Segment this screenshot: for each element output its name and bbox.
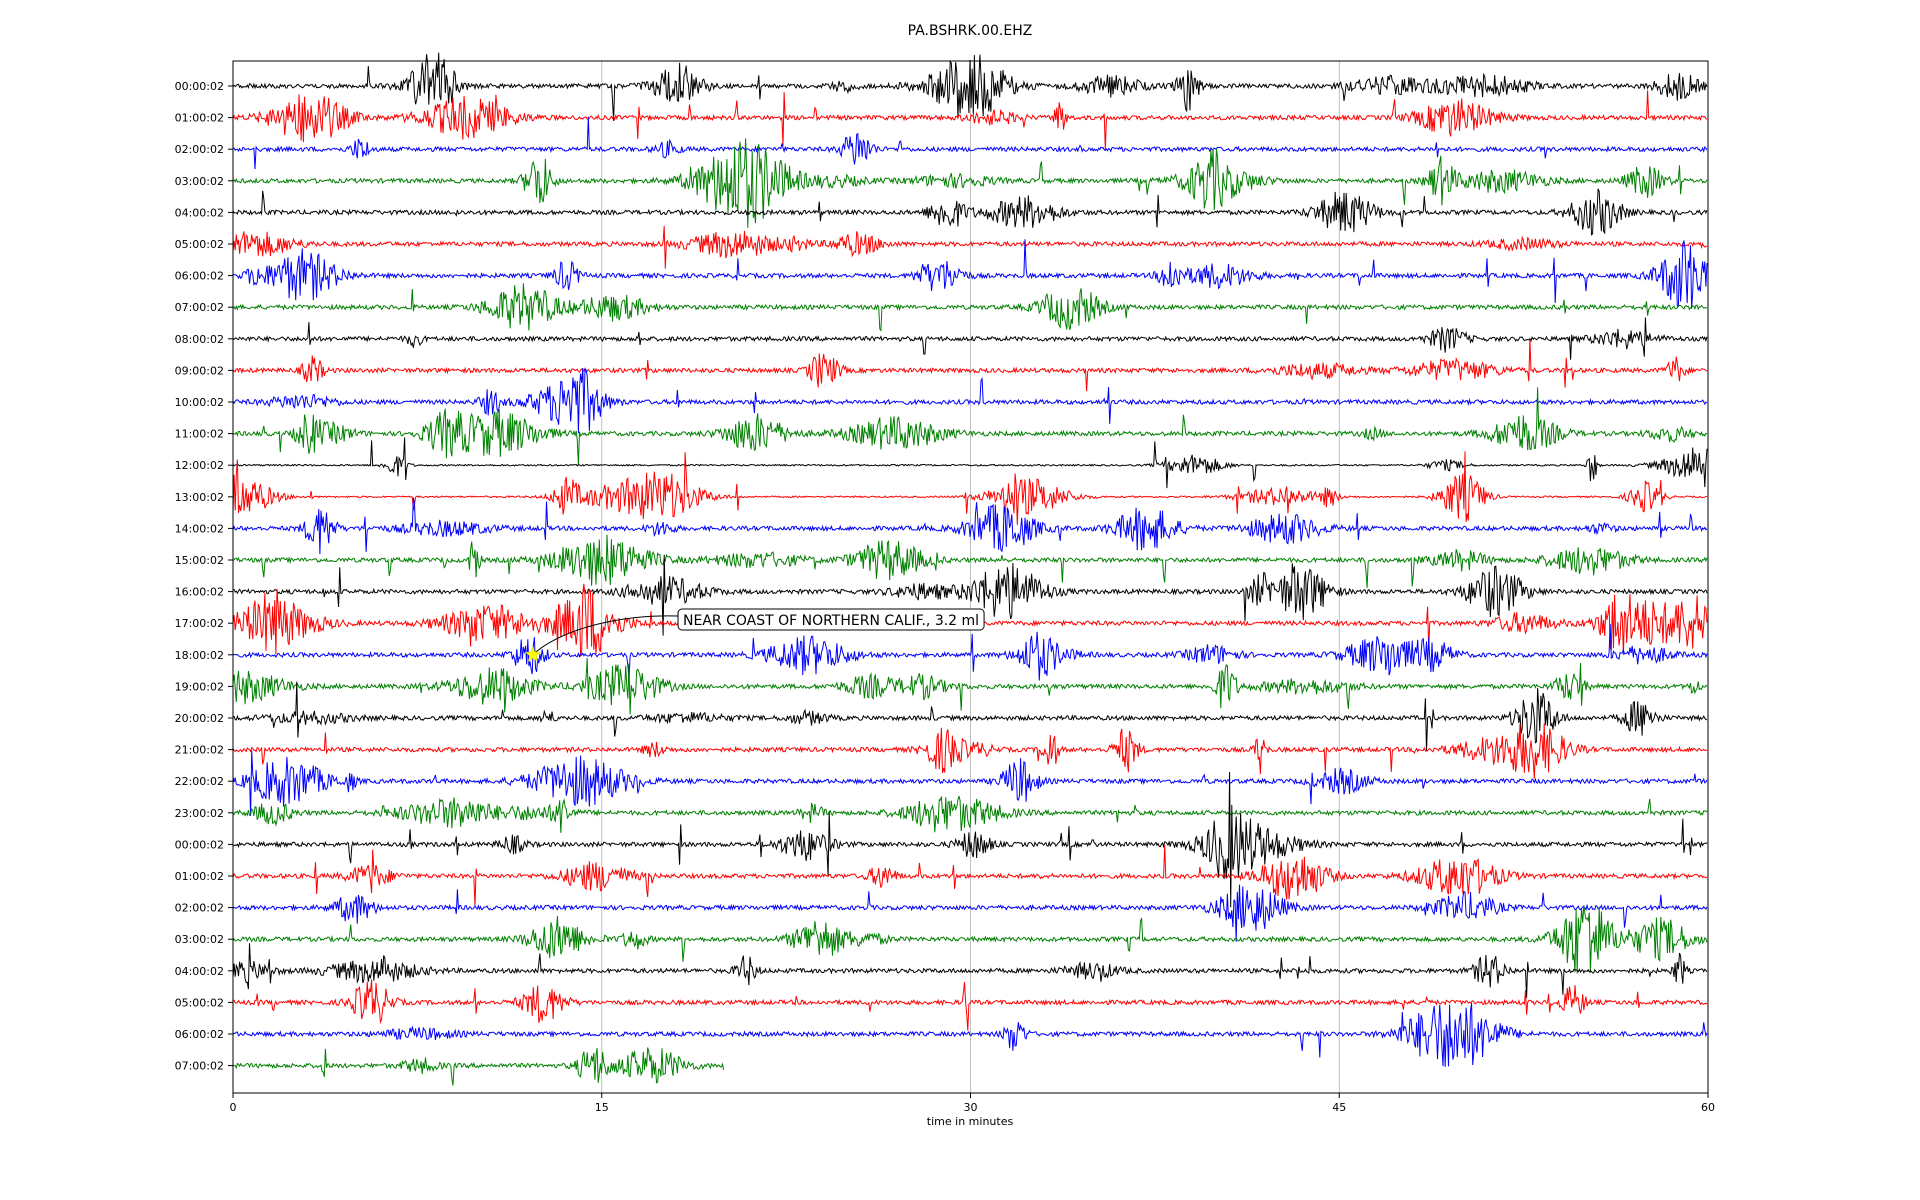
- seismic-trace: [232, 534, 1708, 588]
- seismic-trace: [232, 771, 1708, 908]
- seismic-trace: [232, 795, 1708, 833]
- seismic-trace: [232, 681, 1708, 752]
- x-axis-label: time in minutes: [927, 1115, 1014, 1128]
- row-time-label: 01:00:02: [175, 870, 224, 883]
- row-time-label: 23:00:02: [175, 807, 224, 820]
- event-star-marker: [524, 646, 542, 662]
- seismic-trace: [232, 750, 1708, 816]
- row-time-label: 20:00:02: [175, 712, 224, 725]
- row-labels: 00:00:02 01:00:02 02:00:02 03:00:02 04:00:02…: [175, 80, 233, 1073]
- x-tick-label: 45: [1332, 1101, 1346, 1114]
- seismic-trace: [232, 658, 1708, 715]
- row-time-label: 00:00:02: [175, 80, 224, 93]
- seismic-trace: [232, 225, 1708, 269]
- x-tick-label: 0: [230, 1101, 237, 1114]
- seismic-trace: [232, 884, 1708, 942]
- seismic-trace: [232, 339, 1708, 392]
- seismic-trace: [232, 943, 1708, 998]
- seismic-trace: [232, 451, 1708, 525]
- seismic-trace: [232, 317, 1708, 360]
- event-connector-line: [532, 615, 679, 656]
- row-time-label: 09:00:02: [175, 364, 224, 377]
- row-time-label: 22:00:02: [175, 775, 224, 788]
- x-tick-label: 15: [595, 1101, 609, 1114]
- seismic-trace: [232, 188, 1708, 236]
- seismic-trace: [232, 239, 1708, 309]
- seismic-trace: [232, 1047, 725, 1086]
- seismic-trace: [232, 437, 1708, 489]
- row-time-label: 16:00:02: [175, 586, 224, 599]
- row-time-label: 02:00:02: [175, 143, 224, 156]
- row-time-label: 15:00:02: [175, 554, 224, 567]
- row-time-label: 10:00:02: [175, 396, 224, 409]
- row-time-label: 05:00:02: [175, 238, 224, 251]
- row-time-label: 02:00:02: [175, 902, 224, 915]
- x-tick-label: 60: [1701, 1101, 1715, 1114]
- seismic-trace: [232, 138, 1708, 228]
- event-label: NEAR COAST OF NORTHERN CALIF., 3.2 ml: [683, 613, 979, 629]
- seismic-trace: [232, 723, 1708, 779]
- row-time-label: 04:00:02: [175, 206, 224, 219]
- x-tick-label: 30: [964, 1101, 978, 1114]
- row-time-label: 11:00:02: [175, 428, 224, 441]
- plot-frame: [232, 60, 1709, 1094]
- row-time-label: 12:00:02: [175, 459, 224, 472]
- row-time-label: 06:00:02: [175, 1028, 224, 1041]
- row-time-label: 21:00:02: [175, 744, 224, 757]
- row-time-label: 07:00:02: [175, 301, 224, 314]
- trace-layer: [232, 52, 1708, 1086]
- seismic-trace: [232, 844, 1708, 907]
- row-time-label: 14:00:02: [175, 522, 224, 535]
- row-time-label: 08:00:02: [175, 333, 224, 346]
- event-label-box: [677, 608, 985, 631]
- grid-lines: [601, 61, 1340, 1093]
- seismic-trace: [232, 554, 1708, 636]
- row-time-label: 03:00:02: [175, 175, 224, 188]
- row-time-label: 19:00:02: [175, 680, 224, 693]
- seismic-trace: [232, 367, 1708, 434]
- seismic-trace: [232, 52, 1708, 121]
- row-time-label: 07:00:02: [175, 1060, 224, 1073]
- seismic-trace: [232, 497, 1708, 555]
- row-time-label: 17:00:02: [175, 617, 224, 630]
- row-time-label: 03:00:02: [175, 933, 224, 946]
- row-time-label: 04:00:02: [175, 965, 224, 978]
- seismic-trace: [232, 387, 1708, 465]
- row-time-label: 05:00:02: [175, 996, 224, 1009]
- seismic-trace: [232, 1002, 1708, 1067]
- row-time-label: 13:00:02: [175, 491, 224, 504]
- event-annotation: NEAR COAST OF NORTHERN CALIF., 3.2 ml: [524, 608, 985, 662]
- row-time-label: 06:00:02: [175, 270, 224, 283]
- seismic-trace: [232, 624, 1708, 681]
- seismic-trace: [232, 905, 1708, 974]
- x-axis-ticks: 0 15 30 45 60: [230, 1093, 1715, 1114]
- row-time-label: 00:00:02: [175, 838, 224, 851]
- seismic-trace: [232, 116, 1708, 170]
- seismic-trace: [232, 90, 1708, 150]
- row-time-label: 01:00:02: [175, 112, 224, 125]
- chart-title: PA.BSHRK.00.EHZ: [908, 23, 1033, 39]
- row-time-label: 18:00:02: [175, 649, 224, 662]
- seismic-trace: [232, 283, 1708, 332]
- seismic-trace: [232, 979, 1708, 1031]
